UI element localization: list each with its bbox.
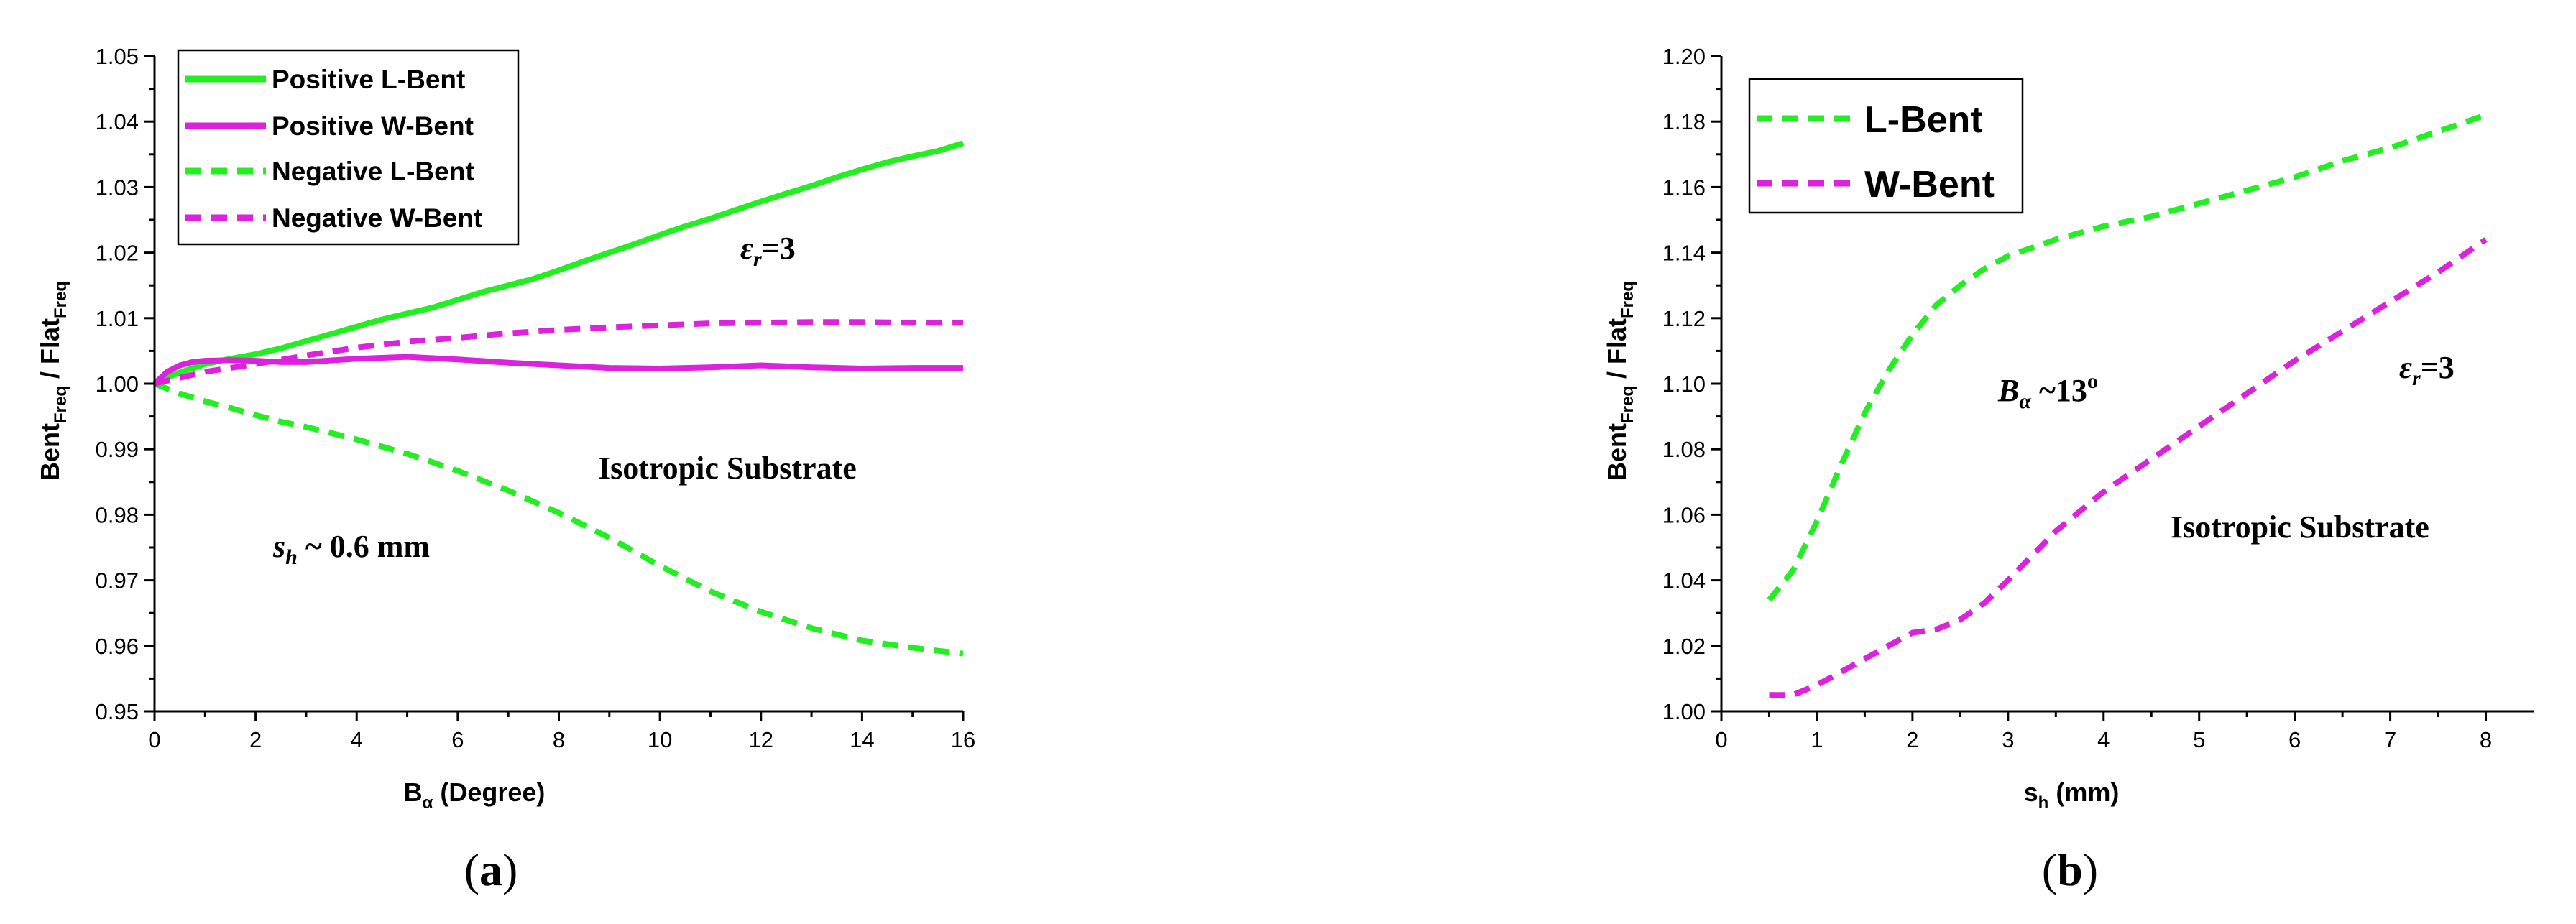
panel-a-y-tick-label: 1.00 xyxy=(96,371,139,397)
panel-b-axes: 0 1 2 3 4 5 6 7 8 1.00 1.02 1.04 1.06 1.08 1.10 1.12 1.1… xyxy=(1662,44,2534,752)
panel-a-y-tick-label: 0.98 xyxy=(96,502,139,527)
panel-a-series-positive-w-bent xyxy=(152,354,963,386)
panel-a-x-tick-label: 14 xyxy=(850,727,874,752)
panel-b-x-tick-label: 4 xyxy=(2097,727,2110,752)
panel-b-series-w-bent xyxy=(1769,237,2488,698)
panel-b-x-tick-label: 2 xyxy=(1906,727,1918,752)
panel-b-marks xyxy=(1767,112,2488,698)
panel-b-x-tick-label: 7 xyxy=(2384,727,2396,752)
panel-a-label: (a) xyxy=(464,844,518,895)
panel-b-y-tick-label: 1.18 xyxy=(1662,109,1706,134)
panel-b-annot-substrate: Isotropic Substrate xyxy=(2171,509,2429,545)
panel-a-series-negative-l-bent xyxy=(153,381,964,657)
panel-b-x-tick-label: 6 xyxy=(2288,727,2301,752)
panel-a-legend-box xyxy=(177,49,520,246)
panel-b-x-tick-label: 3 xyxy=(2002,727,2014,752)
legend-label-negative-l-bent: Negative L-Bent xyxy=(272,157,474,186)
panel-b-y-tick-label: 1.08 xyxy=(1662,437,1706,462)
panel-a-x-axis-title: Bα (Degree) xyxy=(404,777,546,813)
panel-b-annot-permittivity: εr=3 xyxy=(2399,350,2455,390)
legend-label-positive-w-bent: Positive W-Bent xyxy=(272,111,474,141)
panel-b-y-tick-label: 1.06 xyxy=(1662,502,1706,527)
panel-a-annot-thickness: sh ~ 0.6 mm xyxy=(272,529,430,569)
panel-a-y-tick-label: 0.95 xyxy=(96,699,139,724)
legend-label-positive-l-bent: Positive L-Bent xyxy=(272,65,465,94)
panel-b-y-tick-label: 1.04 xyxy=(1662,568,1706,593)
panel-b-x-tick-label: 0 xyxy=(1715,727,1727,752)
panel-b-label: (b) xyxy=(2042,844,2098,895)
panel-b-x-tick-label: 8 xyxy=(2480,727,2492,752)
panel-b-y-tick-label: 1.12 xyxy=(1662,306,1706,331)
panel-b-x-tick-label: 5 xyxy=(2193,727,2205,752)
panel-b-annot-bend-angle: Bα ~13o xyxy=(1997,369,2098,413)
panel-a-legend: Positive L-Bent Positive W-Bent Negative… xyxy=(185,65,482,233)
panel-a-y-tick-label: 1.02 xyxy=(96,241,139,266)
panel-b-y-tick-label: 1.16 xyxy=(1662,175,1706,200)
panel-a-x-tick-label: 4 xyxy=(351,727,363,752)
panel-b-y-tick-label: 1.14 xyxy=(1662,241,1706,266)
panel-a-series-negative-w-bent xyxy=(154,319,963,387)
panel-a-x-tick-label: 10 xyxy=(648,727,672,752)
panel-b-y-tick-label: 1.00 xyxy=(1662,699,1706,724)
panel-a-annot-substrate: Isotropic Substrate xyxy=(598,451,857,486)
panel-b-y-axis-title: BentFreq / FlatFreq xyxy=(1602,281,1637,481)
panel-a-y-tick-label: 1.04 xyxy=(96,109,139,134)
legend-label-l-bent: L-Bent xyxy=(1864,99,1983,141)
legend-label-w-bent: W-Bent xyxy=(1864,164,1995,205)
panel-a-annot-permittivity: εr=3 xyxy=(740,231,796,271)
panel-a-y-tick-label: 0.99 xyxy=(96,437,139,462)
panel-a-x-tick-label: 2 xyxy=(249,727,262,752)
panel-b-legend-box xyxy=(1748,78,2024,214)
panel-b-y-tick-label: 1.20 xyxy=(1662,44,1706,69)
panel-a-x-tick-label: 0 xyxy=(148,727,160,752)
panel-a-series-positive-l-bent xyxy=(153,140,965,387)
panel-b-y-tick-label: 1.10 xyxy=(1662,371,1706,397)
panel-a-y-tick-label: 1.03 xyxy=(96,175,139,200)
panel-a-y-tick-label: 0.96 xyxy=(96,634,139,659)
panel-a-y-tick-label: 0.97 xyxy=(96,568,139,593)
panel-b-legend: L-Bent W-Bent xyxy=(1757,99,1995,205)
panel-a-marks xyxy=(152,140,965,657)
panel-a-y-tick-label: 1.05 xyxy=(96,44,139,69)
panel-a-x-tick-label: 6 xyxy=(451,727,464,752)
panel-b-y-tick-label: 1.02 xyxy=(1662,634,1706,659)
panel-b-x-axis-title: sh (mm) xyxy=(2024,777,2120,813)
panel-b-x-tick-label: 1 xyxy=(1811,727,1823,752)
panel-a: 0 2 4 6 8 10 12 14 16 0.95 0.96 0.97 0.98 0.99 1.00 1.0… xyxy=(35,44,975,895)
panel-a-x-tick-label: 16 xyxy=(951,727,975,752)
panel-b: 0 1 2 3 4 5 6 7 8 1.00 1.02 1.04 1.06 1.08 1.10 1.12 1.1… xyxy=(1602,44,2534,895)
panel-a-y-tick-label: 1.01 xyxy=(96,306,139,331)
legend-label-negative-w-bent: Negative W-Bent xyxy=(272,203,482,233)
panel-a-x-tick-label: 8 xyxy=(553,727,565,752)
panel-b-series-l-bent xyxy=(1767,112,2487,602)
panel-a-x-tick-label: 12 xyxy=(749,727,773,752)
panel-a-y-axis-title: BentFreq / FlatFreq xyxy=(35,281,70,481)
panel-a-axes: 0 2 4 6 8 10 12 14 16 0.95 0.96 0.97 0.98 0.99 1.00 1.0… xyxy=(96,44,976,752)
